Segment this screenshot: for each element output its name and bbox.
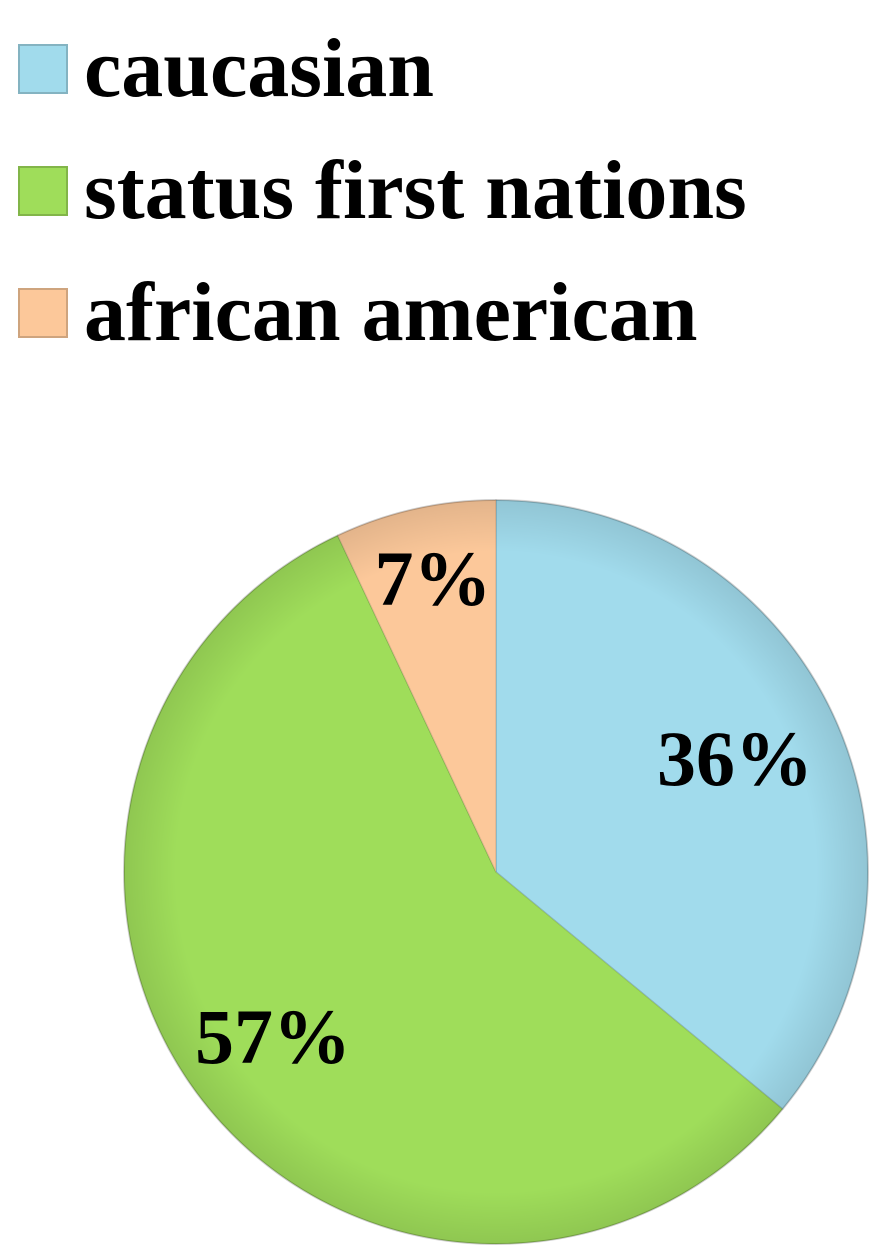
legend-label-caucasian: caucasian bbox=[84, 22, 435, 115]
legend-label-status-first-nations: status first nations bbox=[84, 144, 747, 237]
data-label-status-first-nations: 57% bbox=[195, 993, 351, 1080]
legend-swatch-african-american bbox=[18, 288, 68, 338]
legend-label-african-american: african american bbox=[84, 266, 698, 359]
chart-legend: caucasian status first nations african a… bbox=[18, 8, 878, 374]
legend-item-caucasian: caucasian bbox=[18, 8, 878, 130]
legend-item-status-first-nations: status first nations bbox=[18, 130, 878, 252]
legend-swatch-status-first-nations bbox=[18, 166, 68, 216]
data-label-african-american: 7% bbox=[375, 535, 492, 622]
legend-swatch-caucasian bbox=[18, 44, 68, 94]
pie-rim bbox=[123, 499, 869, 1245]
data-label-caucasian: 36% bbox=[657, 715, 813, 802]
legend-item-african-american: african american bbox=[18, 252, 878, 374]
